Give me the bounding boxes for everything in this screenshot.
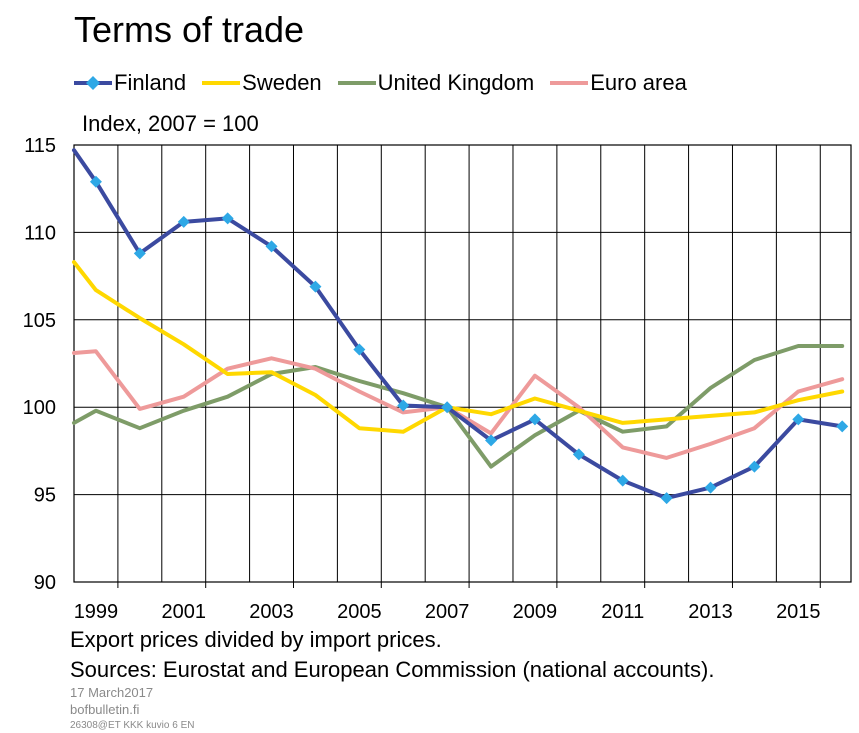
finland-data-point [221,212,234,225]
finland-data-point [616,474,629,487]
footnote-sources: Sources: Eurostat and European Commissio… [70,657,715,682]
finland-data-point [485,434,498,447]
series-line-finland [72,148,845,501]
y-tick-label: 110 [24,222,56,244]
x-tick-label: 2011 [601,601,644,623]
finland-data-point [309,280,322,293]
legend-item-united-kingdom: United Kingdom [337,69,535,97]
series-line-sweden [72,260,845,434]
finland-data-point [748,460,761,473]
legend-label-finland: Finland [114,70,187,95]
y-tick-label: 115 [24,135,56,157]
x-tick-label: 2005 [337,601,382,623]
legend-item-finland: Finland [74,69,186,97]
x-tick-label: 2007 [425,601,470,623]
legend-swatch-euro-area [550,81,589,85]
finland-data-point [528,413,541,426]
finland-data-point [177,215,190,228]
finland-data-point [353,343,366,356]
finland-data-point [704,481,717,494]
finland-data-point [836,420,849,433]
unit-label: Index, 2007 = 100 [82,111,259,136]
x-tick-label: 2009 [513,601,558,623]
footnote-date: 17 March2017 [70,685,154,700]
legend-label-united-kingdom: United Kingdom [377,70,535,95]
series-line-euro-area [72,349,845,460]
finland-data-point [133,247,146,260]
legend-swatch-united-kingdom [337,81,376,85]
chart-title: Terms of trade [74,9,305,50]
legend-item-euro-area: Euro area [550,69,687,97]
footnote-site: bofbulletin.fi [70,702,140,717]
x-tick-label: 2015 [776,601,821,623]
x-tick-label: 2013 [688,601,733,623]
x-tick-label: 1999 [74,601,119,623]
finland-data-point [572,448,585,461]
series-line-united-kingdom [72,344,845,469]
finland-data-point [397,399,410,412]
finland-data-point [660,492,673,505]
y-tick-label: 95 [34,485,56,507]
legend-label-euro-area: Euro area [590,70,687,95]
x-tick-label: 2001 [161,601,206,623]
legend-swatch-finland [74,76,112,90]
legend-swatch-sweden [202,81,241,85]
finland-data-point [89,175,102,188]
footnote-code: 26308@ET KKK kuvio 6 EN [70,720,195,731]
y-tick-label: 100 [23,397,56,419]
y-tick-label: 90 [34,572,56,594]
plot-frame [73,144,852,583]
legend-label-sweden: Sweden [242,70,322,95]
x-tick-label: 2003 [249,601,294,623]
finland-data-point [441,401,454,414]
finland-data-point [792,413,805,426]
y-tick-label: 105 [23,310,56,332]
finland-data-point [265,240,278,253]
legend-item-sweden: Sweden [202,69,322,97]
chart-legend: Finland Sweden United Kingdom Euro area [74,68,703,98]
footnote-note: Export prices divided by import prices. [70,627,442,652]
